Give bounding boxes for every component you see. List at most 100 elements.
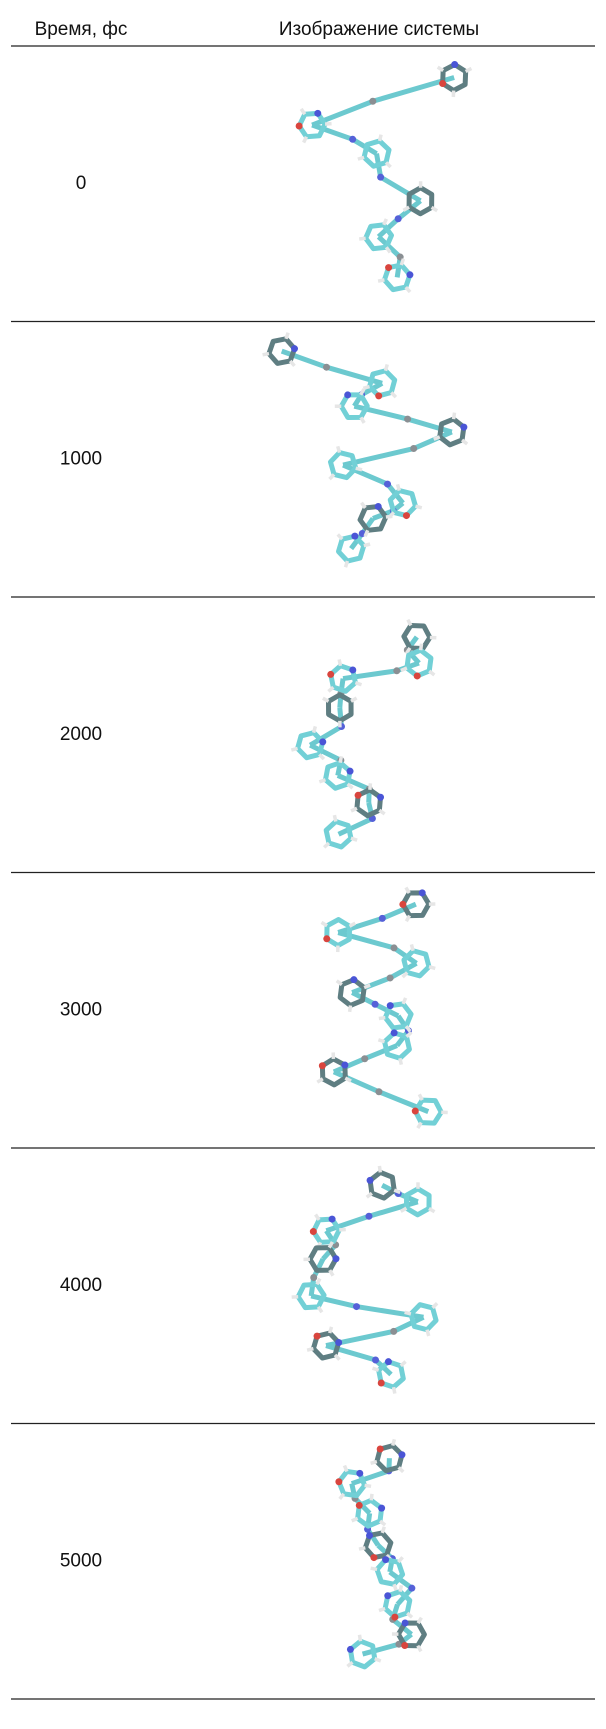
- hydrogen: [355, 683, 361, 685]
- oxygen: [399, 901, 406, 908]
- nitrogen: [406, 271, 413, 278]
- hydrogen: [307, 1349, 313, 1351]
- hydrogen: [432, 207, 438, 210]
- hydrogen: [408, 620, 411, 626]
- atom: [353, 1303, 360, 1310]
- molecule-image: [292, 1166, 437, 1394]
- hydrogen: [399, 1467, 404, 1472]
- hydrogen: [380, 1521, 385, 1525]
- time-cell: 2000: [60, 724, 102, 745]
- hydrogen: [316, 1214, 320, 1219]
- hydrogen: [347, 1662, 352, 1666]
- hydrogen: [348, 784, 353, 788]
- hydrogen: [359, 1548, 365, 1549]
- molecule-image: [317, 887, 447, 1128]
- hydrogen: [379, 1166, 380, 1172]
- hydrogen: [418, 1646, 421, 1652]
- hydrogen: [339, 659, 340, 665]
- atom: [393, 667, 400, 674]
- hydrogen: [382, 1527, 384, 1533]
- hydrogen: [438, 67, 443, 70]
- header-cell: Изображение системы: [279, 19, 479, 40]
- atom: [372, 1001, 379, 1008]
- time-cell: 4000: [60, 1275, 102, 1296]
- nitrogen: [385, 1358, 392, 1365]
- atom: [310, 1274, 317, 1281]
- oxygen: [378, 1380, 385, 1387]
- atom: [365, 1213, 372, 1220]
- bond: [282, 351, 382, 383]
- hydrogen: [371, 1494, 372, 1500]
- hydrogen: [415, 506, 421, 508]
- nitrogen: [332, 1255, 339, 1262]
- hydrogen: [384, 219, 387, 225]
- nitrogen: [347, 768, 354, 775]
- hydrogen: [340, 756, 341, 762]
- nitrogen: [398, 1451, 405, 1458]
- atom: [404, 416, 411, 423]
- time-cell: 1000: [60, 448, 102, 469]
- nitrogen: [387, 1002, 394, 1009]
- hydrogen: [462, 440, 467, 444]
- hydrogen: [344, 1465, 346, 1471]
- molecule-image: [263, 333, 468, 568]
- hydrogen: [378, 1040, 384, 1042]
- hydrogen: [400, 1058, 401, 1064]
- hydrogen: [403, 998, 405, 1004]
- atom: [410, 445, 417, 452]
- nitrogen: [314, 110, 321, 117]
- nitrogen: [366, 1532, 373, 1539]
- hydrogen: [365, 1485, 371, 1486]
- hydrogen: [324, 843, 329, 847]
- hydrogen: [378, 280, 384, 281]
- oxygen: [401, 1642, 408, 1649]
- nitrogen: [344, 391, 351, 398]
- atom: [375, 1088, 382, 1095]
- ring: [326, 822, 351, 847]
- nitrogen: [335, 1339, 342, 1346]
- hydrogen: [429, 967, 435, 969]
- oxygen: [355, 792, 362, 799]
- hydrogen: [364, 985, 370, 987]
- hydrogen: [371, 1568, 377, 1569]
- oxygen: [377, 1446, 384, 1453]
- nitrogen: [329, 1216, 336, 1223]
- hydrogen: [263, 354, 269, 355]
- hydrogen: [418, 1618, 421, 1624]
- nitrogen: [451, 61, 458, 68]
- hydrogen: [291, 748, 297, 750]
- atom: [408, 1585, 415, 1592]
- bond: [312, 78, 454, 126]
- hydrogen: [407, 1613, 412, 1617]
- atom: [387, 974, 394, 981]
- header-cell: Время, фс: [35, 19, 128, 40]
- nitrogen: [351, 533, 358, 540]
- hydrogen: [361, 417, 364, 423]
- hydrogen: [394, 1387, 395, 1393]
- molecule-image: [291, 620, 436, 848]
- nitrogen: [378, 1505, 385, 1512]
- oxygen: [319, 1062, 326, 1069]
- hydrogen: [401, 259, 403, 265]
- nitrogen: [377, 794, 384, 801]
- bond: [354, 406, 452, 432]
- hydrogen: [386, 163, 391, 167]
- hydrogen: [356, 468, 362, 470]
- hydrogen: [401, 1362, 406, 1366]
- hydrogen: [351, 698, 357, 701]
- ring: [299, 113, 325, 136]
- hydrogen: [363, 387, 369, 389]
- time-cell: 0: [76, 173, 87, 194]
- ring: [403, 893, 429, 916]
- nitrogen: [460, 424, 467, 431]
- atom: [377, 174, 384, 181]
- hydrogen: [340, 1494, 344, 1499]
- oxygen: [335, 1478, 342, 1485]
- hydrogen: [352, 1518, 358, 1521]
- atom: [391, 944, 398, 951]
- hydrogen: [401, 668, 407, 670]
- oxygen: [439, 80, 446, 87]
- nitrogen: [319, 738, 326, 745]
- hydrogen: [361, 503, 365, 508]
